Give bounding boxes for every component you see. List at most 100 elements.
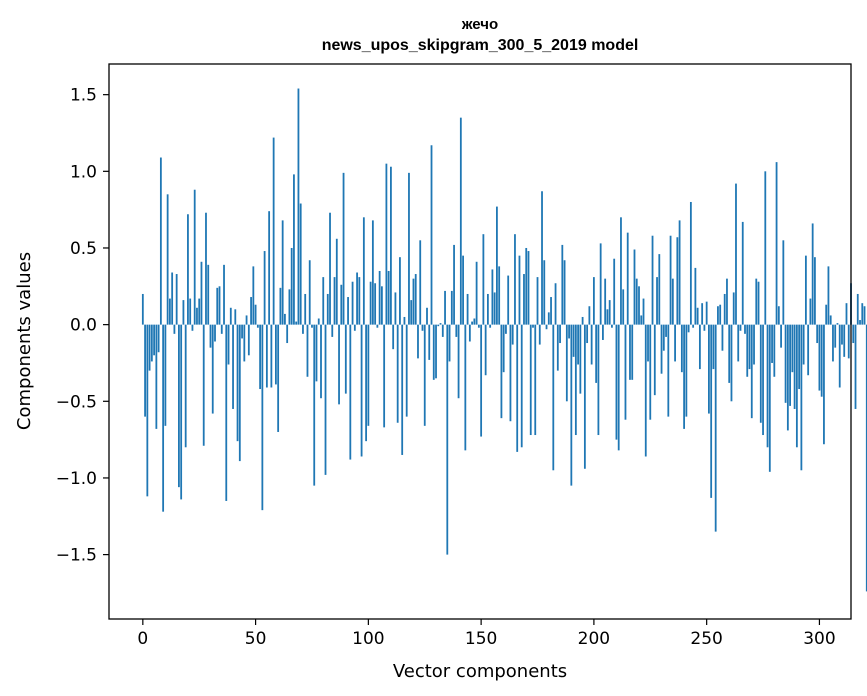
bar bbox=[290, 247, 293, 325]
bar bbox=[572, 324, 575, 357]
bar bbox=[728, 324, 731, 383]
bar bbox=[225, 324, 228, 501]
y-axis-label: Components values bbox=[14, 252, 35, 430]
bar bbox=[586, 324, 589, 344]
bar bbox=[624, 324, 627, 420]
bar bbox=[419, 240, 422, 325]
bar bbox=[574, 324, 577, 436]
bar bbox=[387, 270, 390, 325]
bar bbox=[667, 324, 670, 417]
bar bbox=[489, 324, 492, 328]
bar bbox=[638, 286, 640, 325]
bar bbox=[365, 324, 367, 442]
bar bbox=[739, 324, 742, 331]
bar bbox=[863, 306, 866, 325]
bar bbox=[561, 244, 564, 325]
bar bbox=[437, 324, 440, 327]
bar bbox=[205, 212, 207, 325]
bar bbox=[671, 278, 674, 325]
bar bbox=[698, 324, 701, 370]
bar bbox=[689, 201, 692, 325]
x-axis-ticks: 0 50 100 150 200 250 300 bbox=[137, 619, 836, 649]
bar bbox=[288, 289, 291, 325]
x-tick-label: 150 bbox=[465, 629, 497, 649]
bar bbox=[417, 324, 419, 359]
bar bbox=[633, 249, 636, 325]
bar bbox=[486, 293, 489, 325]
bar bbox=[755, 278, 758, 325]
bar bbox=[705, 301, 708, 325]
bar bbox=[588, 306, 591, 325]
x-tick-label: 50 bbox=[245, 629, 267, 649]
bar bbox=[710, 324, 713, 498]
bar bbox=[795, 324, 798, 448]
bar bbox=[703, 324, 706, 331]
bar bbox=[329, 212, 331, 325]
bar bbox=[737, 324, 740, 362]
bar bbox=[827, 266, 830, 325]
y-axis-ticks: −1.5 −1.0 −0.5 0.0 0.5 1.0 1.5 bbox=[56, 86, 109, 566]
bar bbox=[818, 324, 821, 391]
bar bbox=[171, 272, 174, 325]
bar bbox=[723, 293, 726, 325]
bar bbox=[412, 278, 415, 325]
bar bbox=[773, 324, 776, 377]
bar bbox=[550, 297, 552, 325]
bar bbox=[356, 272, 358, 325]
bar bbox=[166, 194, 169, 325]
bar bbox=[683, 324, 685, 429]
bar bbox=[762, 324, 764, 436]
bar bbox=[450, 290, 453, 325]
bar bbox=[696, 307, 699, 325]
bar bbox=[455, 324, 458, 337]
bar bbox=[435, 324, 437, 379]
bar bbox=[509, 324, 512, 422]
bar bbox=[254, 304, 257, 325]
bar bbox=[590, 324, 593, 365]
bar bbox=[753, 324, 755, 365]
bar bbox=[457, 324, 460, 399]
bar bbox=[227, 324, 230, 365]
bar bbox=[823, 324, 825, 445]
bar bbox=[448, 324, 451, 362]
bar bbox=[428, 324, 431, 360]
bar bbox=[347, 297, 349, 325]
bar bbox=[444, 290, 446, 325]
bar bbox=[658, 254, 661, 325]
bar bbox=[304, 293, 307, 325]
bar bbox=[211, 324, 214, 414]
bar bbox=[545, 324, 548, 330]
bar bbox=[780, 324, 782, 348]
bar bbox=[338, 324, 340, 405]
bar bbox=[414, 274, 417, 325]
bar bbox=[216, 287, 219, 325]
bar bbox=[714, 324, 717, 532]
bar bbox=[726, 278, 728, 325]
bar bbox=[189, 298, 192, 325]
bar bbox=[281, 220, 284, 325]
bar bbox=[159, 157, 162, 325]
bar bbox=[405, 324, 408, 417]
bar bbox=[861, 303, 864, 325]
bar bbox=[581, 316, 584, 325]
chart-subtitle: news_upos_skipgram_300_5_2019 model bbox=[322, 37, 639, 54]
bar bbox=[198, 298, 201, 325]
bar bbox=[712, 324, 715, 370]
bar bbox=[687, 324, 690, 333]
bar bbox=[234, 309, 237, 325]
bar bbox=[342, 172, 345, 325]
bar bbox=[662, 324, 665, 351]
bar bbox=[261, 324, 264, 511]
bar bbox=[507, 275, 510, 325]
bar bbox=[748, 324, 751, 370]
bar bbox=[247, 324, 250, 356]
bar bbox=[680, 324, 683, 373]
bar bbox=[326, 293, 329, 325]
bar bbox=[644, 324, 647, 457]
bar bbox=[250, 297, 252, 325]
bar bbox=[214, 324, 216, 342]
bar bbox=[798, 324, 801, 390]
bar bbox=[793, 324, 796, 409]
bar bbox=[178, 324, 180, 488]
bar bbox=[270, 324, 273, 388]
